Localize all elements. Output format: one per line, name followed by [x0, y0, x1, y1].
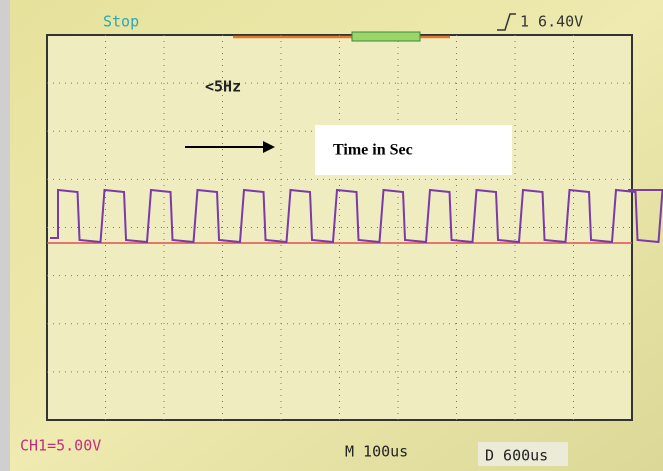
frequency-label: <5Hz: [205, 78, 241, 96]
channel-label: CH1=5.00V: [20, 437, 101, 455]
memory-window: [351, 31, 421, 42]
delay-box: [478, 442, 568, 466]
trigger-edge-icon: [497, 13, 516, 31]
delay-label: D 600us: [485, 447, 548, 465]
bezel: [0, 0, 10, 471]
annotation-arrowhead: [263, 141, 275, 153]
timebase-label: M 100us: [345, 443, 408, 461]
grid: [47, 35, 632, 420]
annotation-box: [315, 125, 512, 175]
annotation-text: Time in Sec: [333, 142, 413, 159]
waveform: [50, 188, 663, 244]
status-label: Stop: [103, 13, 139, 31]
trigger-label: 1 6.40V: [520, 13, 583, 31]
